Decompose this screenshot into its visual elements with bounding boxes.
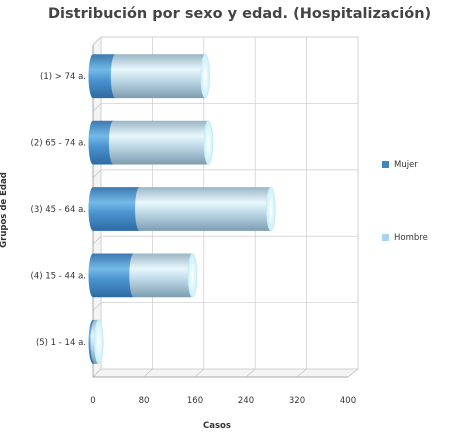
- x-gridline-floor: [143, 368, 153, 378]
- x-tick-label: 400: [340, 396, 356, 406]
- bar-hombre: [129, 253, 197, 298]
- legend-swatch-hombre: [382, 234, 389, 241]
- bar-end-cap: [266, 186, 276, 232]
- y-tick-label: (2) 65 - 74 a.: [31, 139, 86, 149]
- floor: [92, 368, 360, 378]
- x-tick-label: 160: [187, 396, 203, 406]
- bar-mujer: [88, 253, 139, 298]
- legend-item-hombre[interactable]: Hombre: [382, 233, 428, 243]
- x-tick-label: 320: [289, 396, 305, 406]
- y-gridline-side: [92, 103, 102, 112]
- y-tick-label: (5) 1 - 14 a.: [36, 338, 86, 348]
- y-tick-label: (1) > 74 a.: [40, 72, 86, 82]
- bar-mujer: [88, 187, 145, 231]
- bar-end-cap: [93, 319, 104, 365]
- x-gridline-floor: [296, 368, 307, 378]
- x-gridline-floor: [245, 368, 256, 378]
- chart-title: Distribución por sexo y edad. (Hospitali…: [48, 6, 432, 22]
- y-gridline-side: [92, 36, 102, 46]
- x-axis-title: Casos: [203, 421, 231, 431]
- y-gridline-side: [92, 235, 102, 245]
- x-tick-label: 80: [139, 396, 150, 406]
- bar-hombre: [110, 54, 210, 99]
- legend-swatch-mujer: [382, 161, 389, 168]
- y-tick-label: (3) 45 - 64 a.: [31, 205, 86, 215]
- x-tick-label: 240: [238, 396, 254, 406]
- legend-label-mujer: Mujer: [394, 160, 418, 170]
- legend-item-mujer[interactable]: Mujer: [382, 160, 418, 170]
- x-gridline-floor: [347, 368, 359, 378]
- y-gridline-side: [92, 302, 102, 311]
- bar-end-cap: [200, 53, 210, 99]
- bar-end-cap: [187, 253, 198, 298]
- x-tick-label: 0: [90, 396, 95, 406]
- y-gridline-side: [92, 169, 102, 179]
- bar-hombre: [135, 187, 276, 231]
- bar-end-cap: [203, 120, 214, 165]
- bar-hombre: [108, 120, 213, 165]
- y-tick-label: (4) 15 - 44 a.: [31, 271, 86, 281]
- x-gridline-floor: [194, 368, 205, 378]
- legend-label-hombre: Hombre: [394, 233, 428, 243]
- y-gridline-side: [92, 368, 102, 378]
